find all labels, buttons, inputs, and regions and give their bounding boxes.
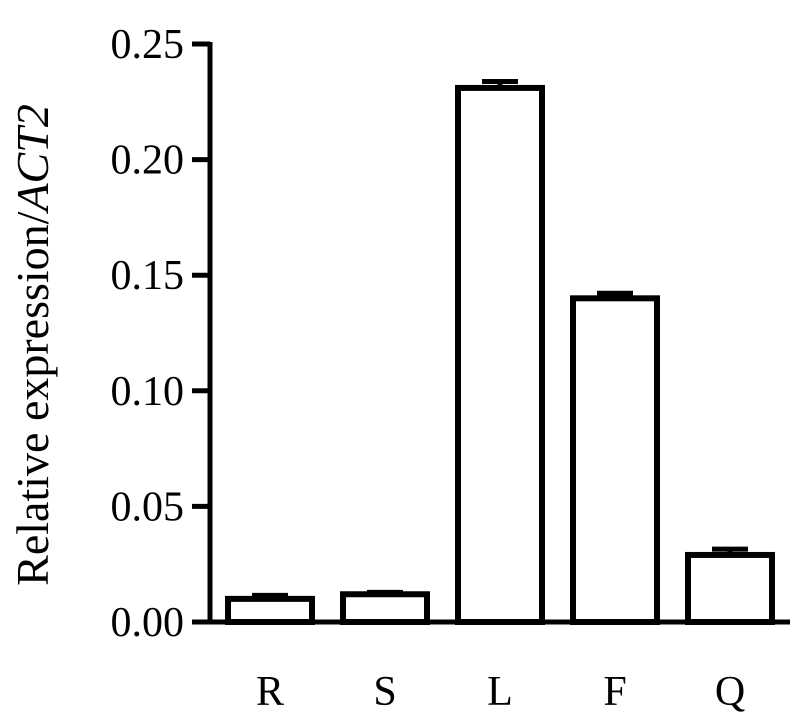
y-tick-label: 0.25 — [111, 22, 185, 68]
bar-R — [225, 595, 315, 626]
axes — [207, 42, 790, 625]
bars — [225, 78, 775, 626]
y-tick-label: 0.20 — [111, 138, 185, 184]
bar-S — [340, 591, 430, 625]
bar-F — [570, 295, 660, 625]
bar-L — [455, 84, 545, 626]
y-tick-label: 0.00 — [111, 600, 185, 646]
x-tick-label: L — [487, 669, 513, 715]
x-tick-label: Q — [715, 669, 745, 715]
y-ticks: 0.00 0.05 0.10 0.15 0.20 0.25 — [111, 22, 210, 646]
bar-Q — [685, 551, 775, 626]
x-tick-label: S — [373, 669, 396, 715]
y-tick-label: 0.10 — [111, 369, 185, 415]
y-axis-label: Relative expression/ACT2 — [7, 104, 58, 586]
x-tick-label: R — [256, 669, 284, 715]
y-tick-label: 0.05 — [111, 484, 185, 530]
x-tick-label: F — [603, 669, 626, 715]
y-tick-label: 0.15 — [111, 253, 185, 299]
